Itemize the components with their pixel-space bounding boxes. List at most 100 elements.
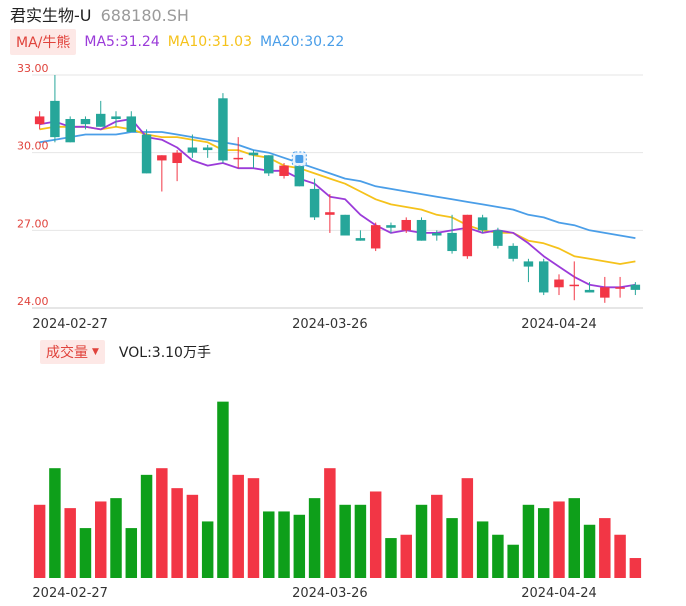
candle xyxy=(600,276,610,303)
volume-bar xyxy=(278,511,290,578)
candle xyxy=(279,163,289,179)
candle xyxy=(202,144,213,158)
volume-bar xyxy=(125,528,138,578)
volume-bar xyxy=(537,508,550,578)
volume-bar xyxy=(354,504,367,578)
candle xyxy=(264,155,274,176)
volume-bar xyxy=(95,501,107,578)
candles xyxy=(34,75,641,303)
volume-bar xyxy=(476,521,489,578)
volume-bar xyxy=(171,488,183,578)
candle xyxy=(630,282,641,296)
candle xyxy=(248,150,259,169)
stock-code: 688180.SH xyxy=(100,6,189,25)
candle xyxy=(172,150,182,182)
volume-bar xyxy=(339,504,351,578)
volume-bar xyxy=(33,504,46,578)
volume-bar xyxy=(186,494,199,578)
volume-bar xyxy=(247,478,260,578)
volume-bar xyxy=(568,498,580,578)
candle xyxy=(65,116,75,143)
date-labels-top: 2024-02-27 2024-03-26 2024-04-24 xyxy=(32,317,596,332)
date-tick-label: 2024-04-24 xyxy=(521,586,597,601)
date-tick-label: 2024-02-27 xyxy=(32,586,108,601)
ma5-legend: MA5:31.24 xyxy=(84,34,160,50)
volume-value: VOL:3.10万手 xyxy=(118,345,211,361)
volume-bar xyxy=(232,474,244,578)
price-grid xyxy=(32,74,643,309)
volume-indicator-button[interactable]: 成交量 ▼ xyxy=(40,340,105,364)
ma10-legend: MA10:31.03 xyxy=(167,34,253,50)
candle xyxy=(432,230,442,241)
volume-bar xyxy=(201,521,214,578)
candle xyxy=(325,194,335,233)
candle xyxy=(493,227,503,249)
price-tick-label: 30.00 xyxy=(17,140,49,153)
ma-toggle-button[interactable]: MA/牛熊 xyxy=(10,29,77,55)
volume-bar xyxy=(369,491,382,578)
volume-bar xyxy=(263,511,275,578)
date-tick-label: 2024-03-26 xyxy=(292,317,368,332)
candle xyxy=(187,134,198,158)
candle xyxy=(538,258,549,296)
volume-indicator-label: 成交量 xyxy=(46,345,88,361)
volume-bars xyxy=(33,401,642,578)
volume-bar xyxy=(583,524,596,578)
volume-bar xyxy=(400,534,412,578)
candle xyxy=(80,116,91,130)
volume-bar xyxy=(156,468,168,578)
volume-bar xyxy=(308,498,321,578)
volume-bar xyxy=(217,401,229,578)
candle xyxy=(584,282,595,293)
candle xyxy=(340,214,350,236)
volume-bar xyxy=(522,504,535,578)
price-tick-label: 33.00 xyxy=(17,62,49,75)
volume-bar xyxy=(140,474,153,578)
volume-bar xyxy=(64,508,76,578)
candle xyxy=(386,222,396,233)
candle xyxy=(34,111,45,130)
volume-bar xyxy=(49,468,61,578)
date-labels-bottom: 2024-02-27 2024-03-26 2024-04-24 xyxy=(32,586,596,601)
candle xyxy=(111,111,121,127)
candle xyxy=(96,100,106,127)
candle xyxy=(508,243,518,262)
candle xyxy=(355,230,366,241)
volume-bar xyxy=(431,494,443,578)
candle xyxy=(218,93,228,164)
candle xyxy=(615,276,625,298)
ma10-line xyxy=(39,125,636,265)
price-tick-label: 27.00 xyxy=(17,217,49,230)
volume-bar xyxy=(293,514,306,578)
ma-legend: MA/牛熊 MA5:31.24 MA10:31.03 MA20:30.22 xyxy=(10,29,345,55)
date-tick-label: 2024-04-24 xyxy=(521,317,597,332)
cursor-marker-icon[interactable] xyxy=(291,151,307,167)
candle xyxy=(401,217,411,233)
volume-legend: 成交量 ▼ VOL:3.10万手 xyxy=(40,340,211,364)
candle xyxy=(523,258,534,283)
candle xyxy=(447,214,457,254)
volume-bar xyxy=(614,534,626,578)
candle xyxy=(370,222,381,252)
price-axis-labels: 33.00 30.00 27.00 24.00 xyxy=(17,62,49,308)
volume-bar xyxy=(415,504,428,578)
date-tick-label: 2024-03-26 xyxy=(292,586,368,601)
volume-bar xyxy=(79,528,92,578)
volume-bar xyxy=(553,501,565,578)
ma-lines xyxy=(39,118,636,289)
candle xyxy=(569,261,579,301)
candle xyxy=(126,111,137,132)
volume-bar xyxy=(385,538,397,578)
volume-bar xyxy=(446,518,458,578)
ma20-legend: MA20:30.22 xyxy=(260,34,345,50)
volume-bar xyxy=(507,544,519,578)
volume-bar xyxy=(110,498,122,578)
volume-bar xyxy=(461,478,474,578)
price-tick-label: 24.00 xyxy=(17,295,49,308)
candle xyxy=(50,75,60,143)
volume-bar xyxy=(599,518,611,578)
candle xyxy=(554,274,564,296)
candle xyxy=(157,155,167,192)
volume-bar xyxy=(324,468,336,578)
